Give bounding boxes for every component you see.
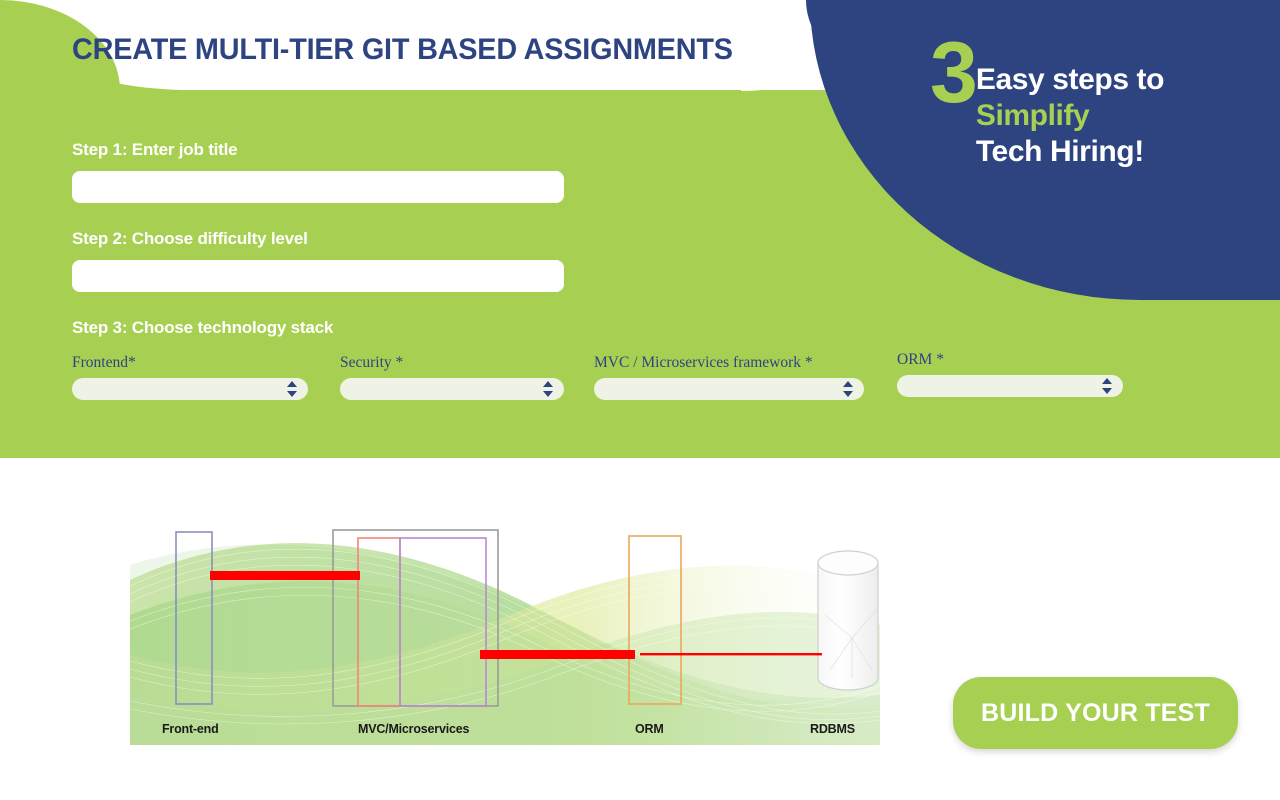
orm-select[interactable]: [897, 375, 1123, 397]
tier-label-frontend: Front-end: [162, 722, 219, 736]
steps-badge-line-1: Easy steps to: [975, 63, 1165, 96]
frontend-field: Frontend*: [72, 354, 308, 400]
stepper-arrows-icon: [543, 381, 554, 397]
security-field: Security *: [340, 354, 564, 400]
tier-box-mvc-purple: [399, 537, 487, 707]
mvc-framework-field: MVC / Microservices framework *: [594, 354, 864, 400]
steps-badge: 3 Easy steps to Simplify Tech Hiring!: [930, 25, 1270, 170]
mvc-framework-select[interactable]: [594, 378, 864, 400]
build-your-test-button[interactable]: BUILD YOUR TEST: [953, 677, 1238, 749]
frontend-label: Frontend*: [72, 354, 136, 371]
connector-mvc-to-orm: [480, 650, 635, 659]
steps-badge-number: 3: [930, 25, 978, 121]
security-select[interactable]: [340, 378, 564, 400]
page-title: CREATE MULTI-TIER GIT BASED ASSIGNMENTS: [72, 33, 733, 66]
tier-box-frontend: [175, 531, 213, 705]
stepper-arrows-icon: [843, 381, 854, 397]
tier-label-mvc: MVC/Microservices: [358, 722, 470, 736]
architecture-diagram: [130, 520, 880, 745]
technology-stack-row: Frontend* Security * MVC / Microservices…: [72, 351, 1172, 420]
connector-orm-to-rdbms: [640, 653, 822, 656]
stepper-arrows-icon: [1102, 378, 1113, 394]
job-title-input[interactable]: [72, 171, 564, 203]
step3-label: Step 3: Choose technology stack: [72, 318, 334, 337]
frontend-select[interactable]: [72, 378, 308, 400]
connector-frontend-to-mvc: [210, 571, 360, 580]
tier-box-orm: [628, 535, 682, 705]
step2-label: Step 2: Choose difficulty level: [72, 229, 308, 248]
step1-label: Step 1: Enter job title: [72, 140, 238, 159]
tier-label-rdbms: RDBMS: [810, 722, 855, 736]
orm-label: ORM *: [897, 351, 944, 368]
database-cylinder-icon: [817, 550, 879, 691]
stepper-arrows-icon: [287, 381, 298, 397]
tier-label-row: Front-end MVC/Microservices ORM RDBMS: [130, 722, 880, 742]
tier-label-orm: ORM: [635, 722, 664, 736]
mvc-framework-label: MVC / Microservices framework *: [594, 354, 813, 371]
steps-badge-line-2: Simplify: [975, 99, 1090, 132]
difficulty-level-input[interactable]: [72, 260, 564, 292]
assignment-form: Step 1: Enter job title Step 2: Choose d…: [72, 140, 1172, 420]
orm-field: ORM *: [897, 351, 1123, 397]
steps-badge-line-3: Tech Hiring!: [975, 135, 1144, 168]
security-label: Security *: [340, 354, 404, 371]
